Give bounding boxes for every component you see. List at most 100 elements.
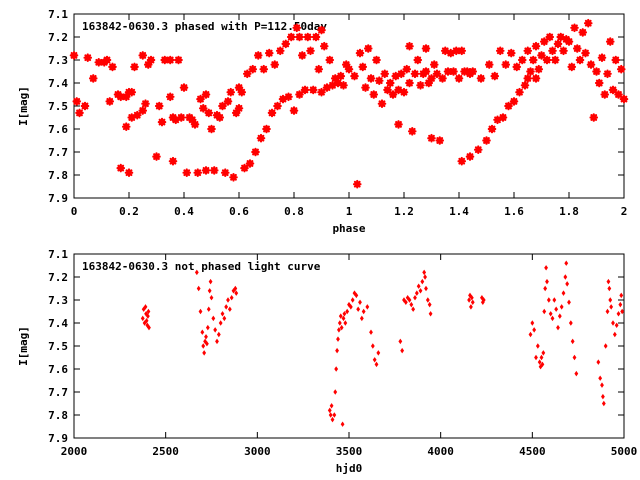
data-point (509, 97, 519, 106)
data-point (350, 71, 359, 81)
data-point (383, 85, 392, 95)
data-point (470, 299, 475, 306)
phased-light-curve-panel: 7.1 7.2 7.3 7.4 7.5 7.6 7.7 7.8 7.90 0.2 0.4 0.6 0.8… (17, 8, 629, 235)
data-point (410, 69, 420, 79)
data-point (416, 283, 421, 289)
data-point (385, 78, 395, 88)
data-point (308, 85, 318, 95)
data-point (168, 156, 178, 166)
data-point (325, 55, 335, 65)
data-point (145, 313, 150, 319)
chart-title: 163842-0630.3 phased with P=112.50day (82, 20, 327, 33)
data-point (253, 51, 263, 60)
data-point (146, 308, 151, 315)
x-tick-label: 1.8 (559, 205, 579, 218)
data-point (429, 60, 439, 69)
data-point (531, 74, 541, 83)
data-point (600, 382, 604, 388)
data-point (402, 64, 412, 74)
data-point (449, 67, 458, 76)
data-point (561, 290, 566, 296)
data-point (616, 311, 621, 317)
data-point (537, 359, 542, 365)
data-point (256, 133, 266, 143)
data-point (421, 44, 431, 53)
data-point (550, 315, 555, 322)
data-point (476, 74, 486, 83)
data-point (589, 113, 599, 122)
data-point (601, 400, 606, 407)
x-tick-label: 5000 (611, 445, 638, 458)
data-point (363, 44, 373, 53)
x-axis-label: phase (332, 222, 365, 235)
data-point (165, 92, 175, 102)
data-point (267, 108, 277, 118)
y-tick-label: 7.5 (48, 100, 68, 113)
data-point (528, 331, 533, 338)
x-tick-label: 3000 (244, 445, 271, 458)
data-point (94, 58, 104, 67)
data-point (532, 327, 537, 333)
data-point (457, 46, 467, 56)
data-point (605, 308, 610, 315)
x-tick-label: 3500 (336, 445, 363, 458)
data-point (348, 304, 353, 310)
data-point (358, 299, 362, 306)
data-point (88, 74, 98, 83)
data-point (284, 92, 293, 102)
data-point (545, 32, 555, 42)
data-point (201, 343, 206, 349)
data-point (428, 311, 433, 317)
data-point (224, 304, 229, 310)
x-tick-label: 0.8 (284, 205, 304, 218)
data-point (469, 294, 474, 301)
data-point (586, 60, 596, 69)
data-point (333, 78, 343, 88)
x-tick-label: 2000 (61, 445, 88, 458)
y-axis-label: I[mag] (17, 86, 30, 126)
data-point (534, 354, 538, 361)
data-point (517, 55, 527, 65)
data-point (504, 101, 513, 111)
data-point (443, 67, 453, 76)
y-tick-label: 7.9 (48, 192, 68, 205)
data-point (548, 46, 557, 56)
data-point (528, 55, 538, 65)
data-point (581, 48, 590, 58)
data-point (539, 354, 544, 361)
data-point (202, 350, 207, 356)
data-point (465, 152, 475, 161)
data-point (369, 90, 379, 99)
data-point (396, 69, 406, 79)
data-point (207, 288, 212, 294)
data-point (328, 412, 333, 418)
data-point (340, 421, 345, 427)
data-point (427, 133, 436, 143)
data-point (614, 90, 623, 99)
data-point (424, 285, 428, 292)
data-point (421, 67, 431, 76)
data-point (121, 122, 131, 131)
y-tick-label: 7.1 (48, 248, 68, 261)
x-tick-label: 4500 (519, 445, 546, 458)
data-point (380, 69, 390, 79)
data-point (398, 338, 403, 345)
data-point (405, 41, 414, 51)
plot-frame (73, 253, 625, 439)
data-point (147, 324, 151, 331)
data-point (194, 269, 199, 276)
data-point (523, 46, 533, 56)
y-tick-label: 7.4 (48, 77, 68, 90)
data-point (240, 163, 249, 173)
x-tick-label: 1.4 (449, 205, 469, 218)
data-point (498, 113, 508, 122)
data-point (204, 334, 208, 340)
data-point (530, 320, 535, 326)
y-tick-label: 7.1 (48, 8, 68, 21)
data-point (541, 350, 546, 356)
data-point (116, 163, 126, 173)
data-point (69, 51, 79, 60)
data-point (209, 166, 219, 175)
x-tick-label: 2500 (152, 445, 179, 458)
data-point (438, 74, 447, 83)
